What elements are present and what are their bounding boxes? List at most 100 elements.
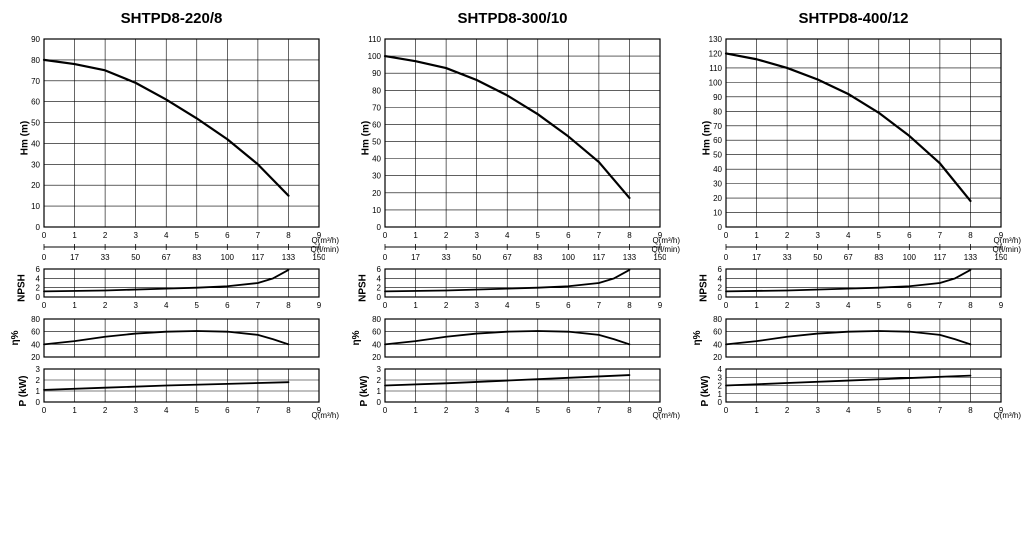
svg-text:0: 0 xyxy=(42,406,47,415)
secondary-scale: 01733506783100117133150Q(l/min) xyxy=(351,243,674,263)
chart-svg: 01230123456789 xyxy=(351,363,666,418)
svg-text:30: 30 xyxy=(372,172,381,181)
svg-text:4: 4 xyxy=(846,406,851,415)
svg-text:2: 2 xyxy=(718,284,723,293)
y-axis-label: Hm (m) xyxy=(361,121,372,155)
svg-text:120: 120 xyxy=(709,49,723,58)
svg-text:5: 5 xyxy=(877,406,882,415)
chart-block: 01020304050607080901001100123456789Hm (m… xyxy=(351,33,674,243)
svg-text:30: 30 xyxy=(31,160,40,169)
svg-text:0: 0 xyxy=(377,293,382,302)
chart-block: 20406080η% xyxy=(351,313,674,363)
svg-text:70: 70 xyxy=(31,77,40,86)
svg-text:0: 0 xyxy=(724,406,729,415)
svg-text:7: 7 xyxy=(938,231,943,240)
svg-text:50: 50 xyxy=(31,119,40,128)
svg-text:60: 60 xyxy=(31,328,40,337)
svg-text:7: 7 xyxy=(256,406,261,415)
svg-text:3: 3 xyxy=(36,365,41,374)
svg-text:1: 1 xyxy=(413,406,418,415)
svg-text:40: 40 xyxy=(713,165,722,174)
svg-text:20: 20 xyxy=(31,353,40,362)
svg-text:9: 9 xyxy=(317,301,322,310)
svg-text:7: 7 xyxy=(597,231,602,240)
svg-text:3: 3 xyxy=(474,231,479,240)
svg-text:0: 0 xyxy=(383,231,388,240)
svg-text:6: 6 xyxy=(225,301,230,310)
svg-text:60: 60 xyxy=(31,98,40,107)
secondary-scale-svg: 01733506783100117133150 xyxy=(10,243,325,263)
svg-text:0: 0 xyxy=(36,223,41,232)
svg-text:3: 3 xyxy=(815,406,820,415)
svg-text:80: 80 xyxy=(31,56,40,65)
svg-text:10: 10 xyxy=(31,202,40,211)
svg-text:100: 100 xyxy=(903,253,917,262)
svg-text:6: 6 xyxy=(566,231,571,240)
svg-text:2: 2 xyxy=(444,301,449,310)
x-axis-label: Q(m³/h) xyxy=(311,411,339,420)
svg-text:90: 90 xyxy=(713,93,722,102)
y-axis-label: NPSH xyxy=(698,274,709,302)
svg-text:2: 2 xyxy=(444,406,449,415)
svg-text:60: 60 xyxy=(372,328,381,337)
svg-text:2: 2 xyxy=(36,284,41,293)
svg-text:90: 90 xyxy=(372,69,381,78)
svg-text:6: 6 xyxy=(907,301,912,310)
chart-title: SHTPD8-220/8 xyxy=(10,10,333,27)
svg-text:5: 5 xyxy=(195,301,200,310)
svg-text:30: 30 xyxy=(713,180,722,189)
svg-text:67: 67 xyxy=(503,253,512,262)
svg-text:3: 3 xyxy=(474,301,479,310)
svg-text:6: 6 xyxy=(566,406,571,415)
svg-text:4: 4 xyxy=(164,231,169,240)
svg-text:0: 0 xyxy=(377,398,382,407)
svg-text:0: 0 xyxy=(383,406,388,415)
svg-text:80: 80 xyxy=(713,315,722,324)
svg-text:5: 5 xyxy=(536,406,541,415)
svg-text:20: 20 xyxy=(31,181,40,190)
svg-text:80: 80 xyxy=(372,86,381,95)
svg-text:17: 17 xyxy=(411,253,420,262)
svg-text:2: 2 xyxy=(377,376,382,385)
svg-text:5: 5 xyxy=(536,231,541,240)
svg-text:33: 33 xyxy=(783,253,792,262)
y-axis-label: Hm (m) xyxy=(20,121,31,155)
svg-text:20: 20 xyxy=(713,194,722,203)
svg-text:8: 8 xyxy=(968,301,973,310)
svg-text:8: 8 xyxy=(286,406,291,415)
chart-block: 20406080η% xyxy=(10,313,333,363)
secondary-scale: 01733506783100117133150Q(l/min) xyxy=(692,243,1015,263)
svg-text:90: 90 xyxy=(31,35,40,44)
chart-svg: 01230123456789 xyxy=(10,363,325,418)
svg-text:83: 83 xyxy=(192,253,201,262)
svg-text:1: 1 xyxy=(72,301,77,310)
svg-text:6: 6 xyxy=(36,265,41,274)
chart-svg: 01020304050607080900123456789 xyxy=(10,33,325,243)
svg-text:20: 20 xyxy=(372,189,381,198)
chart-block: 0102030405060708090100110120130012345678… xyxy=(692,33,1015,243)
svg-text:60: 60 xyxy=(372,120,381,129)
y-axis-label: NPSH xyxy=(16,274,27,302)
chart-block: 01230123456789P (kW)Q(m³/h) xyxy=(10,363,333,418)
svg-text:1: 1 xyxy=(754,406,759,415)
svg-text:100: 100 xyxy=(368,52,382,61)
svg-text:17: 17 xyxy=(752,253,761,262)
svg-text:70: 70 xyxy=(372,103,381,112)
svg-text:6: 6 xyxy=(377,265,382,274)
svg-text:6: 6 xyxy=(225,231,230,240)
svg-text:3: 3 xyxy=(815,301,820,310)
svg-text:5: 5 xyxy=(195,406,200,415)
svg-text:0: 0 xyxy=(36,398,41,407)
svg-text:6: 6 xyxy=(718,265,723,274)
svg-text:8: 8 xyxy=(627,301,632,310)
svg-text:2: 2 xyxy=(103,406,108,415)
svg-text:50: 50 xyxy=(713,151,722,160)
svg-text:4: 4 xyxy=(505,231,510,240)
svg-text:4: 4 xyxy=(377,274,382,283)
svg-text:0: 0 xyxy=(42,231,47,240)
svg-text:100: 100 xyxy=(562,253,576,262)
svg-text:2: 2 xyxy=(103,231,108,240)
svg-text:83: 83 xyxy=(874,253,883,262)
chart-block: 02460123456789NPSH xyxy=(10,263,333,313)
svg-text:67: 67 xyxy=(162,253,171,262)
